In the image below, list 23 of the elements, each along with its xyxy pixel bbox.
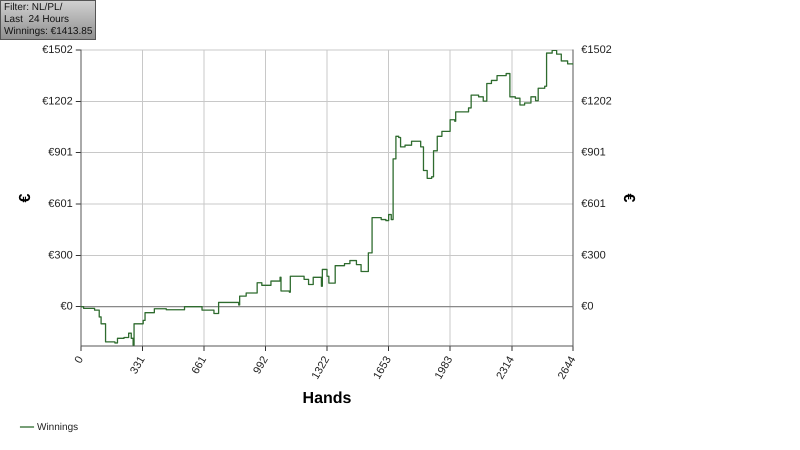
y2-tick-label: €1502: [581, 44, 612, 56]
y-tick-label: €601: [48, 198, 73, 210]
y-tick-label: €1202: [42, 95, 73, 108]
y-tick-label: €0: [60, 300, 73, 313]
y-tick-label: €1502: [42, 44, 73, 56]
text: Filter: NL/PL/: [4, 2, 64, 14]
text: Last 24 Hours: [4, 14, 70, 26]
text: Winnings: €1413.85: [4, 26, 92, 38]
y2-tick-label: €0: [581, 300, 594, 313]
y2-tick-label: €901: [581, 146, 606, 159]
y2-tick-label: €300: [581, 249, 606, 262]
legend-label: Winnings: [37, 422, 78, 433]
y2-tick-label: €601: [581, 198, 606, 210]
x-tick-label: 0: [72, 354, 86, 366]
x-tick-label: 992: [251, 354, 271, 376]
y-tick-label: €300: [48, 249, 73, 262]
y-tick-label: €901: [48, 146, 73, 159]
y2-tick-label: €1202: [581, 95, 612, 108]
y2-axis-title: €: [620, 194, 637, 203]
x-tick-label: 661: [190, 354, 210, 376]
x-axis-title: Hands: [302, 390, 352, 407]
x-tick-label: 331: [128, 354, 148, 376]
y-axis-title: €: [17, 193, 34, 202]
